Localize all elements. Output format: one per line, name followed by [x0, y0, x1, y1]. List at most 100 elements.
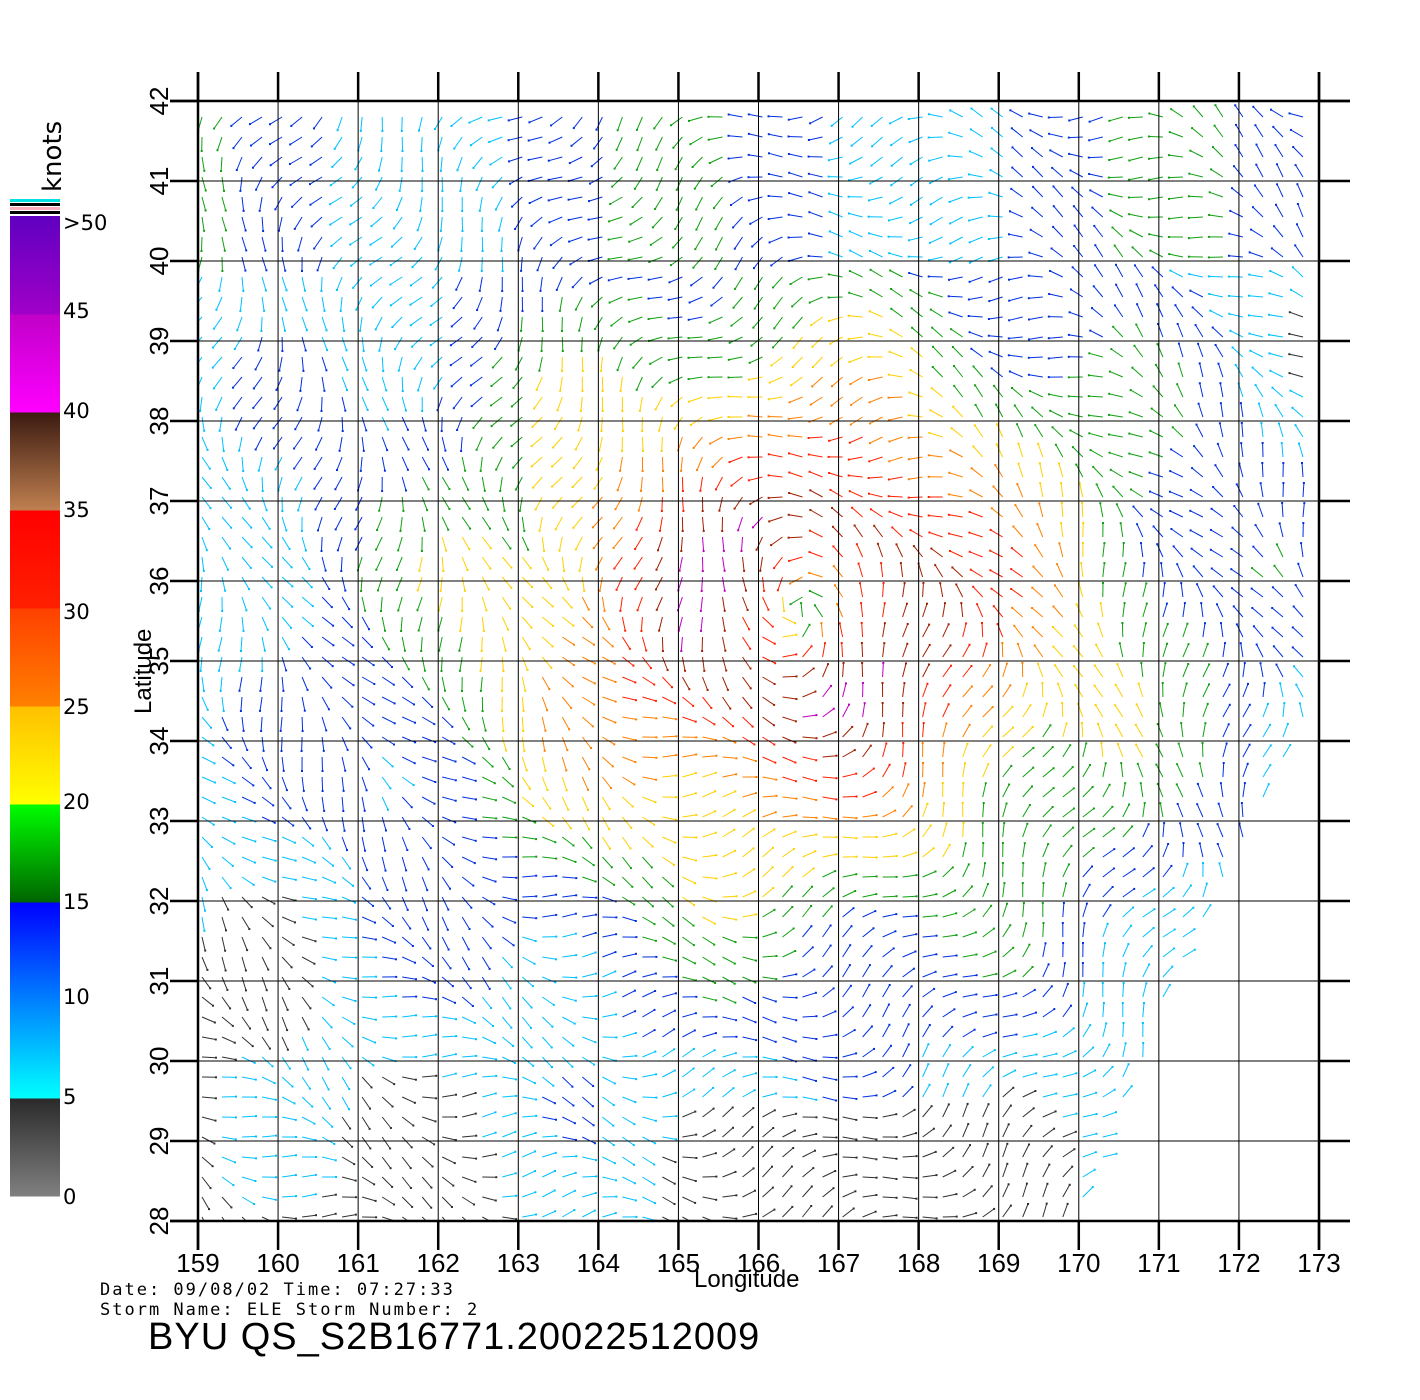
- wind-vector: [1217, 843, 1224, 858]
- wind-vector-head: [487, 588, 490, 591]
- wind-vector-head: [868, 332, 870, 335]
- wind-vector-head: [695, 813, 698, 816]
- wind-vector-head: [875, 814, 878, 817]
- wind-vector: [221, 696, 225, 711]
- wind-vector-head: [413, 703, 415, 706]
- wind-vector: [458, 636, 463, 651]
- wind-vector: [1177, 803, 1184, 818]
- wind-vector: [948, 493, 963, 498]
- wind-vector-head: [362, 349, 365, 352]
- wind-vector-head: [1001, 642, 1004, 644]
- wind-vector: [442, 816, 456, 823]
- wind-vector-head: [1261, 442, 1264, 444]
- wind-vector: [922, 915, 937, 918]
- wind-vector: [221, 836, 235, 845]
- wind-vector: [521, 536, 529, 550]
- wind-vector: [281, 976, 290, 990]
- wind-vector-head: [655, 588, 657, 591]
- wind-vector-head: [530, 626, 533, 629]
- wind-vector-head: [1034, 1090, 1037, 1092]
- wind-vector-head: [551, 1066, 553, 1069]
- wind-vector-head: [1288, 332, 1291, 335]
- wind-vector-head: [905, 662, 907, 665]
- wind-vector-head: [1140, 662, 1143, 665]
- wind-vector: [657, 536, 663, 551]
- wind-vector-head: [603, 609, 606, 612]
- wind-vector-head: [1194, 324, 1197, 327]
- wind-vector: [521, 616, 532, 628]
- wind-vector: [1251, 567, 1264, 578]
- wind-vector: [990, 569, 1003, 578]
- wind-vector: [341, 676, 354, 686]
- wind-vector-head: [206, 448, 209, 451]
- wind-vector: [239, 656, 243, 671]
- wind-vector-head: [955, 934, 958, 937]
- wind-vector-head: [587, 608, 590, 611]
- wind-vector: [678, 616, 683, 631]
- wind-vector-head: [688, 301, 691, 304]
- wind-vector: [616, 576, 623, 591]
- wind-vector-head: [485, 609, 488, 612]
- wind-vector-head: [989, 528, 992, 531]
- wind-vector-head: [1136, 762, 1139, 765]
- wind-vector: [611, 316, 623, 326]
- wind-vector-head: [1211, 326, 1214, 329]
- wind-vector-head: [692, 446, 695, 449]
- wind-vector-head: [1222, 762, 1225, 764]
- wind-vector-head: [1220, 622, 1222, 625]
- wind-vector-head: [208, 1228, 210, 1230]
- wind-vector: [762, 887, 774, 898]
- wind-vector: [1242, 744, 1251, 758]
- wind-vector: [862, 927, 874, 938]
- wind-vector-head: [1124, 1042, 1127, 1045]
- wind-vector: [962, 1064, 971, 1078]
- wind-vector-head: [300, 530, 303, 532]
- wind-vector: [281, 276, 287, 291]
- wind-vector-head: [872, 767, 875, 770]
- wind-vector: [1176, 563, 1184, 578]
- wind-vector-head: [995, 443, 998, 446]
- wind-vector: [453, 396, 463, 409]
- wind-vector: [501, 596, 511, 609]
- wind-vector-head: [1068, 311, 1071, 314]
- wind-vector: [862, 768, 875, 778]
- wind-vector-head: [1289, 744, 1292, 746]
- wind-vector-head: [1206, 702, 1209, 705]
- wind-vector-head: [522, 730, 525, 732]
- wind-vector: [522, 916, 537, 919]
- wind-vector: [1022, 1107, 1035, 1118]
- wind-vector-head: [555, 874, 558, 877]
- wind-vector: [462, 776, 476, 782]
- wind-vector-head: [351, 1145, 354, 1148]
- wind-vector: [848, 475, 863, 478]
- wind-vector-head: [594, 880, 597, 883]
- wind-vector-head: [666, 669, 669, 671]
- wind-vector: [422, 1015, 437, 1018]
- wind-vector-head: [229, 746, 232, 749]
- wind-vector-head: [393, 743, 395, 746]
- wind-vector-head: [915, 1197, 918, 1200]
- wind-vector-head: [489, 567, 492, 570]
- wind-vector: [822, 685, 832, 698]
- wind-vector: [462, 1055, 477, 1058]
- wind-vector-head: [734, 941, 737, 944]
- wind-vector-head: [754, 1189, 756, 1192]
- wind-vector-head: [230, 506, 232, 509]
- wind-vector: [622, 1156, 635, 1166]
- wind-vector-head: [1094, 1151, 1097, 1154]
- wind-vector: [461, 1016, 476, 1024]
- wind-vector: [822, 1034, 837, 1038]
- wind-vector-head: [199, 409, 202, 412]
- wind-vector-head: [984, 862, 986, 865]
- wind-vector-head: [1094, 704, 1097, 706]
- wind-vector-head: [514, 1112, 517, 1115]
- wind-vector-head: [662, 470, 664, 472]
- wind-vector: [441, 676, 446, 691]
- wind-vector-head: [1108, 392, 1111, 395]
- wind-vector: [421, 1176, 432, 1188]
- wind-vector: [1301, 462, 1304, 478]
- wind-vector: [421, 1196, 432, 1209]
- wind-vector-head: [275, 1134, 277, 1137]
- wind-vector: [842, 683, 847, 698]
- wind-vector-head: [667, 317, 670, 320]
